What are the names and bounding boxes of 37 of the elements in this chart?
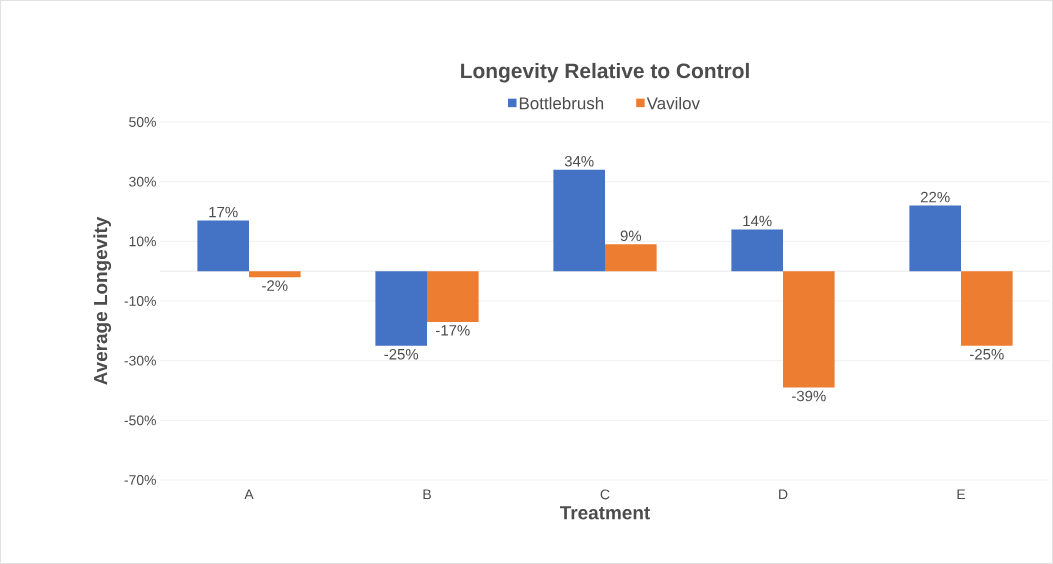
bar xyxy=(553,169,605,272)
y-tick-label: -70% xyxy=(124,475,156,485)
bar xyxy=(605,244,657,272)
y-tick-label: 10% xyxy=(129,236,156,247)
y-tick-label: 30% xyxy=(129,176,156,187)
x-tick-label: A xyxy=(244,489,254,500)
legend-label: Bottlebrush xyxy=(519,96,604,110)
x-axis-title: Treatment xyxy=(559,506,650,520)
data-label: 14% xyxy=(743,215,772,227)
bar xyxy=(783,271,835,388)
data-label: -39% xyxy=(792,390,826,402)
x-tick-label: C xyxy=(600,489,610,500)
bar xyxy=(197,220,249,272)
data-label: -25% xyxy=(384,348,419,360)
x-tick-label: E xyxy=(957,489,966,500)
bar xyxy=(731,229,784,272)
y-tick-label: 50% xyxy=(129,117,156,127)
x-tick-label: B xyxy=(423,489,431,500)
x-tick-label: D xyxy=(779,489,788,500)
data-label: 22% xyxy=(920,191,950,203)
legend-label: Vavilov xyxy=(646,96,700,110)
bar xyxy=(249,271,301,278)
y-axis-title: Average Longevity xyxy=(93,216,112,385)
data-label: -2% xyxy=(262,280,288,291)
data-label: 9% xyxy=(620,230,642,242)
bar xyxy=(427,271,479,322)
bar xyxy=(375,271,427,346)
y-tick-label: -10% xyxy=(124,296,156,306)
data-label: -25% xyxy=(970,348,1004,360)
data-label: 17% xyxy=(209,206,238,218)
y-tick-label: -30% xyxy=(124,355,156,366)
bar xyxy=(961,271,1013,346)
data-label: -17% xyxy=(436,325,470,336)
chart-title: Longevity Relative to Control xyxy=(461,62,749,83)
bar xyxy=(909,205,962,272)
y-tick-label: -50% xyxy=(124,415,156,426)
data-label: 34% xyxy=(564,155,594,167)
